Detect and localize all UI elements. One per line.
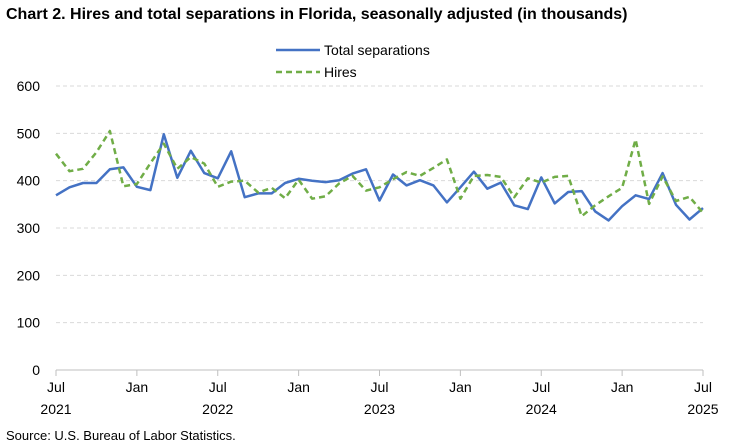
x-tick-year: 2023: [364, 401, 395, 417]
series-line-hires: [55, 129, 704, 218]
legend-label: Hires: [324, 64, 357, 80]
legend: Total separations Hires: [276, 42, 430, 80]
x-tick-month: Jul: [371, 379, 389, 395]
x-tick-year: 2022: [202, 401, 233, 417]
x-tick-month: Jul: [694, 379, 712, 395]
y-tick-label: 400: [17, 173, 41, 189]
x-tick-month: Jan: [126, 379, 149, 395]
x-tick-month: Jan: [287, 379, 310, 395]
series-line-total-separations: [55, 133, 704, 222]
gridlines: [56, 85, 703, 324]
y-tick-label: 300: [17, 220, 41, 236]
x-tick-year: 2024: [526, 401, 557, 417]
x-tick-year: 2025: [687, 401, 718, 417]
y-tick-label: 0: [32, 362, 40, 378]
y-tick-labels: 0 100 200 300 400 500 600: [17, 78, 41, 378]
chart-title: Chart 2. Hires and total separations in …: [6, 6, 628, 23]
series-lines: [55, 129, 704, 222]
y-tick-label: 100: [17, 315, 41, 331]
x-tick-month: Jan: [449, 379, 472, 395]
source-note: Source: U.S. Bureau of Labor Statistics.: [6, 428, 236, 443]
x-tick-month: Jul: [209, 379, 227, 395]
axes: [55, 369, 704, 376]
legend-label: Total separations: [324, 42, 430, 58]
y-tick-label: 600: [17, 78, 41, 94]
x-tick-labels: Jul 2021 Jan Jul 2022 Jan Jul 2023 Jan Jul 2024 Jan…: [40, 379, 718, 417]
x-tick-month: Jul: [532, 379, 550, 395]
y-tick-label: 500: [17, 125, 41, 141]
x-tick-year: 2021: [40, 401, 71, 417]
y-tick-label: 200: [17, 267, 41, 283]
x-tick-month: Jul: [47, 379, 65, 395]
x-tick-month: Jan: [611, 379, 634, 395]
